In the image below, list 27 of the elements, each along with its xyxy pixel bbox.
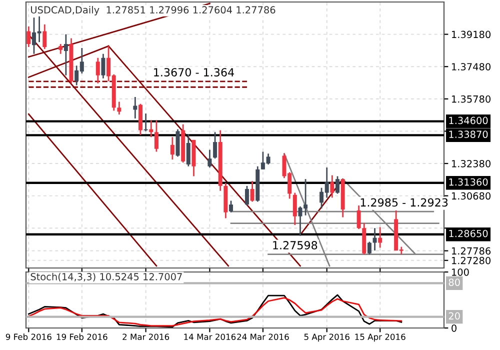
- chart-title: Stoch(14,3,3) 10.5245 12.7007: [30, 272, 182, 282]
- annotation: 1.27598: [273, 241, 318, 250]
- chart-title: USDCAD,Daily 1.27851 1.27996 1.27604 1.27786: [31, 6, 276, 16]
- annotation: 1.3670 - 1.364: [154, 68, 234, 76]
- y-tick-label: 1.30680: [452, 192, 491, 200]
- ref-line-label: 1.28650: [449, 230, 488, 238]
- y-tick-label: 1.35780: [452, 95, 491, 103]
- ref-line-label: 1.34600: [449, 116, 488, 124]
- ref-line-label: 20: [448, 312, 460, 320]
- y-tick-label: 1.27786: [452, 247, 491, 255]
- x-tick-label: 9 Feb 2016: [6, 334, 52, 340]
- annotation: 1.2985 - 1.2923: [360, 198, 448, 207]
- x-tick-label: 24 Mar 2016: [237, 334, 289, 340]
- x-tick-label: 5 Apr 2016: [304, 334, 350, 342]
- ref-line-label: 80: [448, 278, 460, 286]
- y-tick-label: 1.39180: [452, 30, 491, 38]
- y-tick-label: 1.27280: [452, 256, 491, 264]
- y-tick-label: 100: [452, 268, 469, 276]
- x-tick-label: 14 Mar 2016: [184, 334, 236, 340]
- ref-line-label: 1.33870: [449, 130, 488, 138]
- ref-line-label: 1.31360: [449, 178, 488, 186]
- x-tick-label: 2 Mar 2016: [122, 334, 170, 340]
- y-tick-label: 1.37480: [452, 63, 491, 70]
- y-tick-label: 0: [452, 324, 456, 332]
- y-tick-label: 1.32380: [452, 160, 491, 168]
- x-tick-label: 15 Apr 2016: [355, 334, 406, 342]
- x-tick-label: 19 Feb 2016: [56, 334, 108, 340]
